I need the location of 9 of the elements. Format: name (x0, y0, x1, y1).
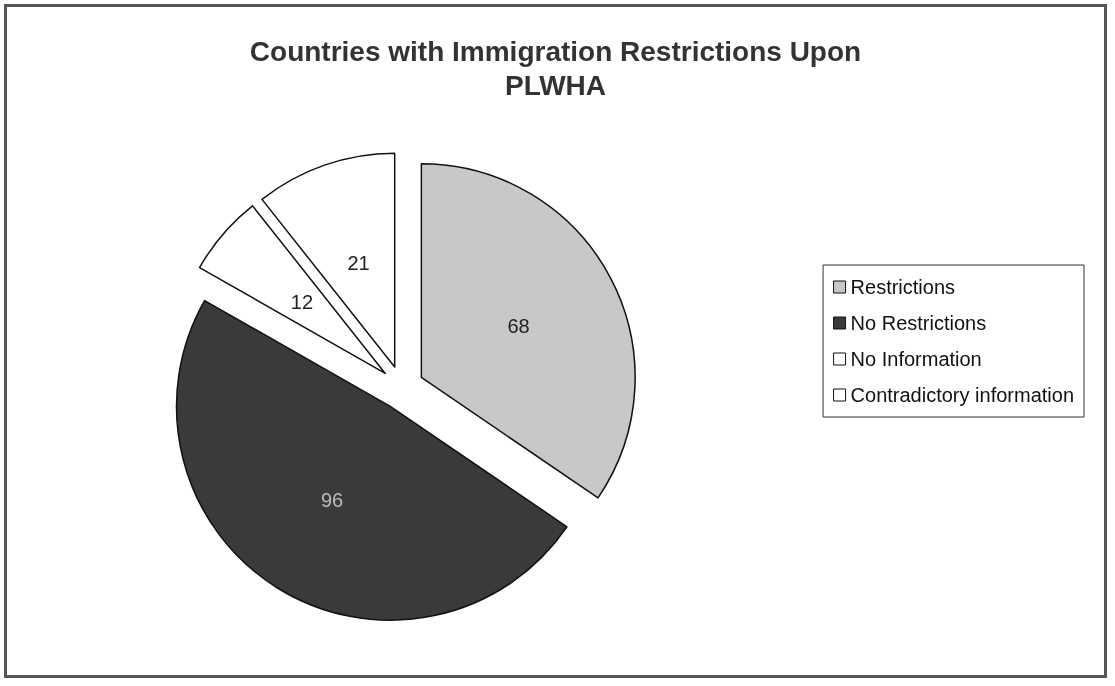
legend-label: Restrictions (850, 276, 956, 298)
data-label: 12 (290, 290, 313, 313)
data-label: 21 (347, 252, 370, 275)
data-label: 68 (507, 315, 530, 338)
chart-title: Countries with Immigration Restrictions Upon PLWHA (249, 35, 862, 101)
data-label: 96 (320, 488, 344, 511)
legend-label: Contradictory information (850, 384, 1075, 406)
legend-label: No Restrictions (850, 312, 987, 334)
legend-label: No Information (850, 348, 982, 370)
